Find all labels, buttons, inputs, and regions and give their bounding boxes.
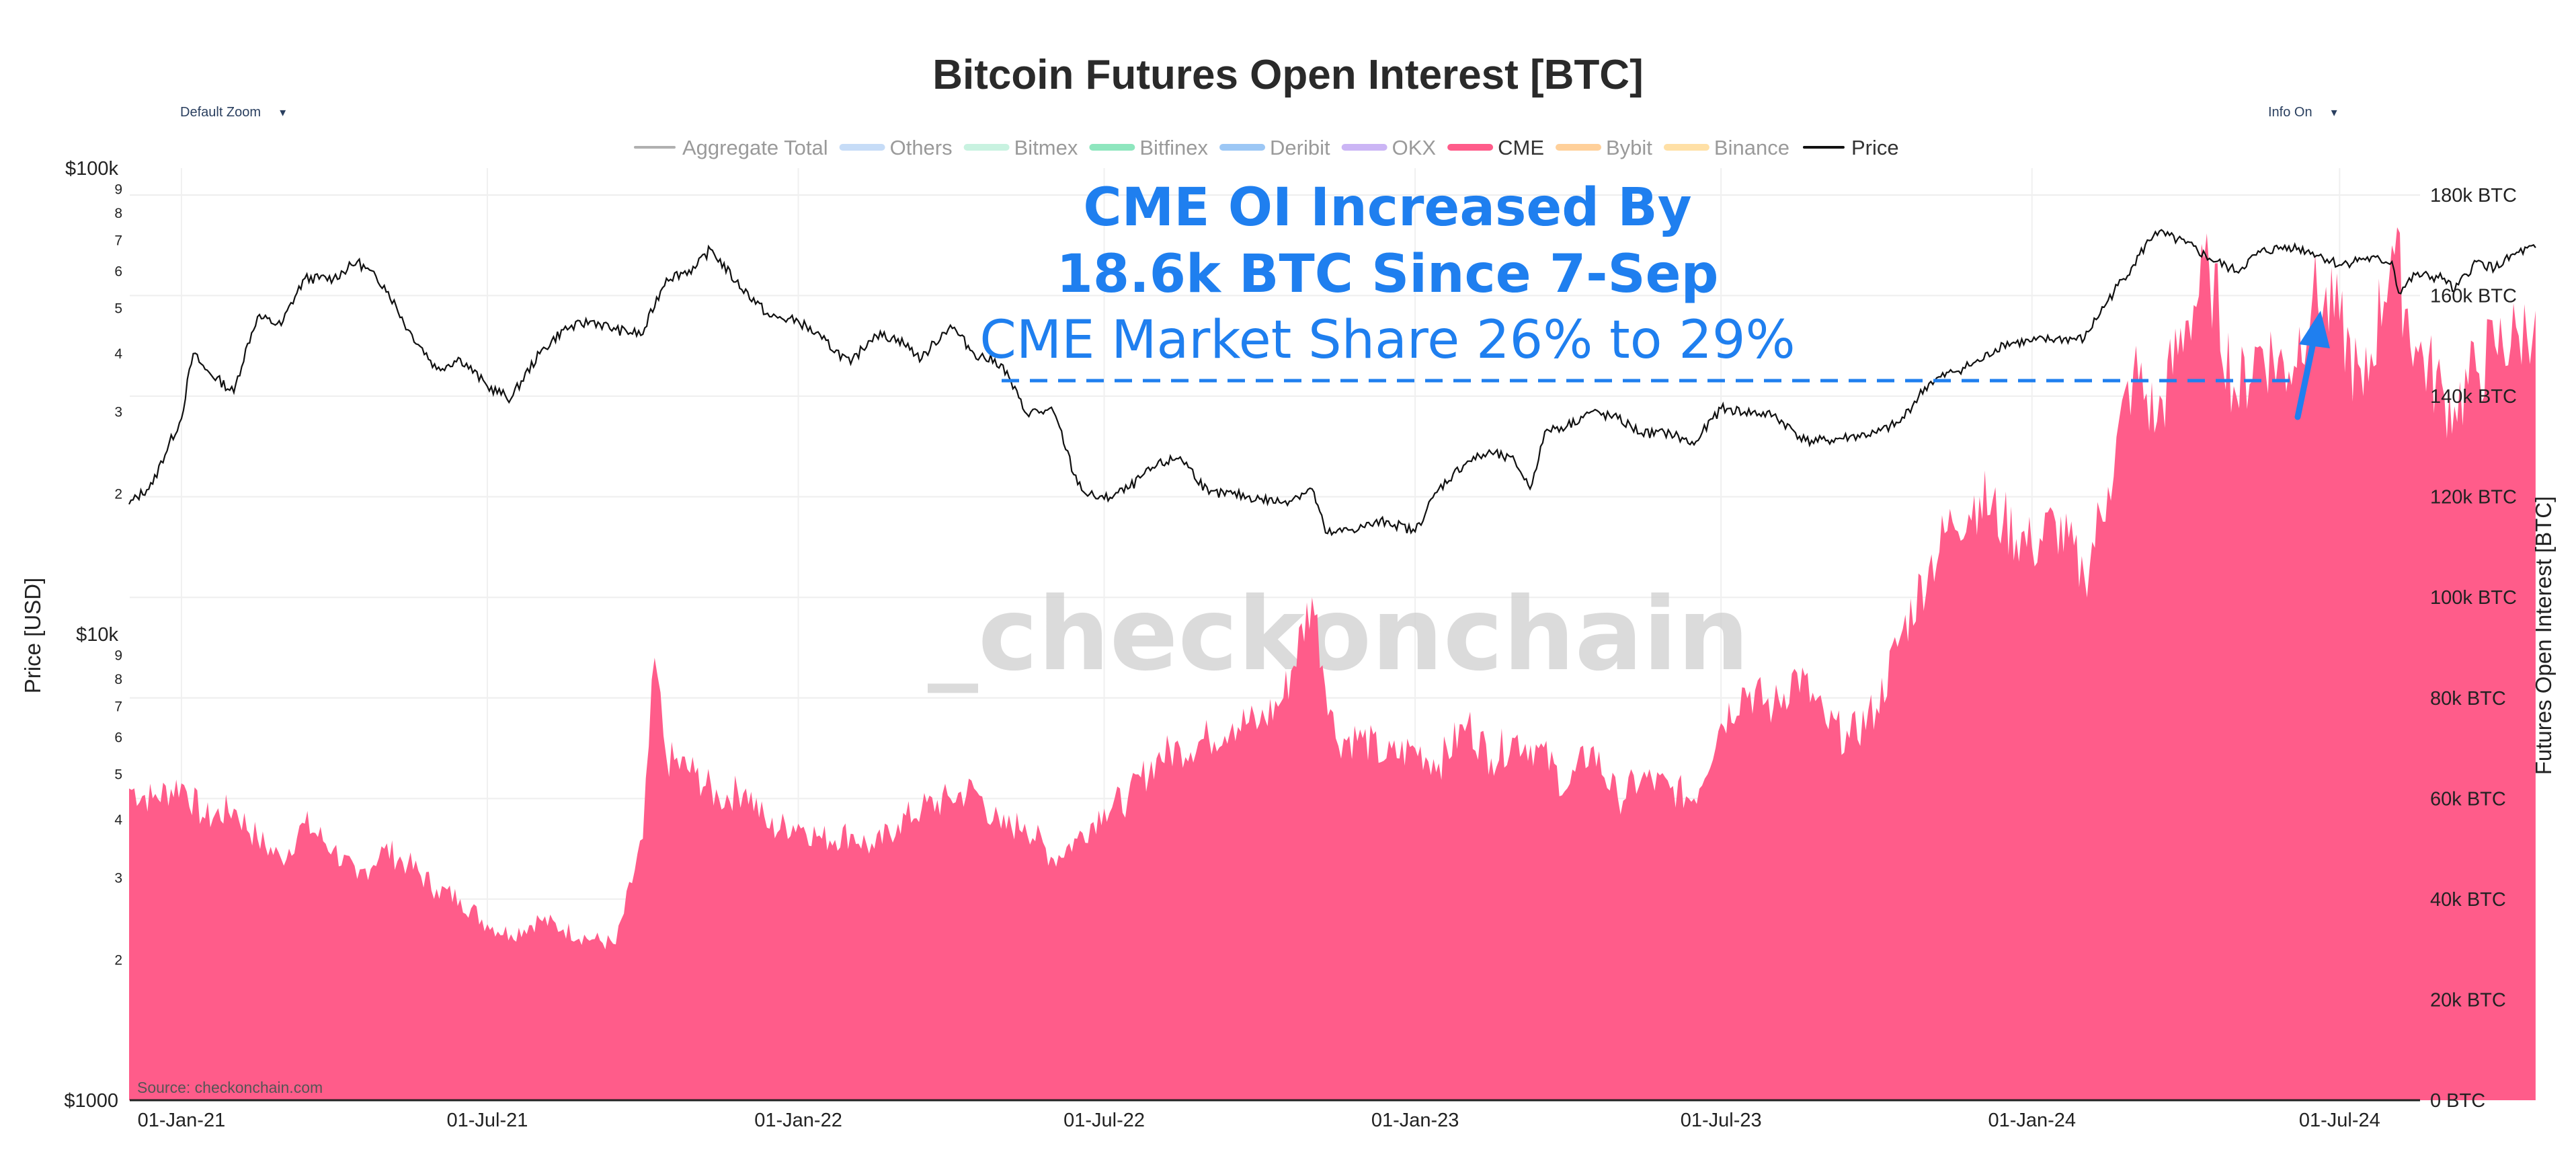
y-left-minor-tick-label: 8 (114, 206, 122, 221)
legend-label: Others (890, 136, 953, 159)
legend-label: CME (1498, 136, 1544, 159)
x-tick-label: 01-Jul-22 (1063, 1110, 1145, 1131)
legend-item-bitmex[interactable]: Bitmex (963, 136, 1078, 159)
watermark: _checkonchain (928, 576, 1749, 693)
zoom-dropdown-label: Default Zoom (180, 105, 261, 120)
y-left-tick-label: $10k (76, 624, 118, 646)
legend-item-binance[interactable]: Binance (1663, 136, 1789, 159)
y-left-minor-tick-label: 6 (114, 264, 122, 280)
y-left-tick-label: $1000 (64, 1090, 118, 1112)
y-left-tick-label: $100k (65, 158, 119, 180)
legend-label: Bitmex (1014, 136, 1078, 159)
y-left-minor-tick-label: 3 (114, 870, 122, 886)
legend-label: OKX (1392, 136, 1437, 159)
chevron-down-icon: ▾ (2331, 106, 2337, 119)
source-note: Source: checkonchain.com (137, 1079, 323, 1096)
y-left-minor-tick-label: 9 (114, 182, 122, 198)
legend-label: Bitfinex (1139, 136, 1208, 159)
y-left-minor-tick-label: 7 (114, 699, 122, 714)
legend-item-okx[interactable]: OKX (1341, 136, 1437, 159)
zoom-dropdown[interactable]: Default Zoom ▾ (173, 102, 293, 123)
y-right-tick-label: 80k BTC (2430, 688, 2506, 710)
info-dropdown[interactable]: Info On ▾ (2261, 102, 2344, 123)
y-right-tick-label: 120k BTC (2430, 487, 2517, 508)
price-line (128, 229, 2536, 537)
x-tick-label: 01-Jul-21 (447, 1110, 528, 1131)
x-tick-label: 01-Jan-24 (1988, 1110, 2076, 1131)
y-left-minor-tick-label: 9 (114, 648, 122, 664)
legend-label: Aggregate Total (682, 136, 828, 159)
y-left-minor-tick-label: 4 (114, 346, 122, 362)
legend-item-deribit[interactable]: Deribit (1219, 136, 1330, 159)
y-right-tick-label: 140k BTC (2430, 386, 2517, 408)
watermark-text: _checkonchain (928, 576, 1749, 693)
y-left-minor-tick-label: 8 (114, 672, 122, 687)
y-axis-right-label: Futures Open Interest [BTC] (2531, 496, 2556, 775)
y-right-tick-label: 100k BTC (2430, 587, 2517, 609)
chart-title: Bitcoin Futures Open Interest [BTC] (932, 52, 1643, 98)
legend-item-others[interactable]: Others (839, 136, 953, 159)
annotation-line-1: CME OI Increased By (1083, 178, 1691, 238)
y-right-tick-label: 160k BTC (2430, 286, 2517, 307)
legend-item-price[interactable]: Price (1802, 136, 1899, 159)
y-left-minor-tick-label: 4 (114, 812, 122, 828)
arrow-shaft (2294, 336, 2317, 420)
legend: Aggregate Total Others Bitmex Bitfinex Derib… (634, 136, 1899, 159)
y-left-minor-tick-label: 2 (114, 952, 122, 968)
annotation-line-3: CME Market Share 26% to 29% (979, 310, 1795, 371)
info-dropdown-label: Info On (2268, 105, 2312, 120)
annotation-arrow (2294, 311, 2330, 420)
axes: 0 BTC 20k BTC 40k BTC 60k BTC 80k BTC 100k BT… (64, 158, 2517, 1131)
x-tick-label: 01-Jan-22 (754, 1110, 842, 1131)
legend-label: Price (1851, 136, 1899, 159)
legend-item-bitfinex[interactable]: Bitfinex (1089, 136, 1209, 159)
y-left-minor-tick-label: 7 (114, 233, 122, 248)
arrow-head (2299, 311, 2330, 348)
cme-area (129, 227, 2536, 1100)
legend-label: Binance (1714, 136, 1789, 159)
y-left-minor-tick-label: 6 (114, 730, 122, 746)
x-tick-label: 01-Jan-23 (1371, 1110, 1459, 1131)
legend-item-bybit[interactable]: Bybit (1556, 136, 1652, 159)
y-left-minor-tick-label: 5 (114, 301, 122, 317)
y-right-tick-label: 60k BTC (2430, 788, 2506, 810)
cme-series (129, 227, 2536, 1100)
y-axis-left-label: Price [USD] (20, 578, 45, 693)
y-right-tick-label: 40k BTC (2430, 889, 2506, 911)
y-right-tick-label: 20k BTC (2430, 989, 2506, 1011)
annotation-line-2: 18.6k BTC Since 7-Sep (1057, 244, 1719, 305)
annotation-text: CME OI Increased By 18.6k BTC Since 7-Se… (979, 178, 1795, 371)
legend-label: Deribit (1270, 136, 1330, 159)
y-right-tick-label: 180k BTC (2430, 185, 2517, 206)
y-left-minor-tick-label: 3 (114, 404, 122, 420)
x-tick-label: 01-Jul-24 (2299, 1110, 2380, 1131)
y-left-minor-tick-label: 2 (114, 486, 122, 502)
x-tick-label: 01-Jul-23 (1681, 1110, 1762, 1131)
legend-label: Bybit (1606, 136, 1652, 159)
legend-item-cme[interactable]: CME (1447, 136, 1544, 159)
legend-item-aggregate-total[interactable]: Aggregate Total (634, 136, 828, 159)
y-right-tick-label: 0 BTC (2430, 1090, 2485, 1112)
y-left-minor-tick-label: 5 (114, 767, 122, 783)
chevron-down-icon: ▾ (280, 106, 286, 119)
price-series (128, 229, 2536, 537)
x-tick-label: 01-Jan-21 (138, 1110, 226, 1131)
